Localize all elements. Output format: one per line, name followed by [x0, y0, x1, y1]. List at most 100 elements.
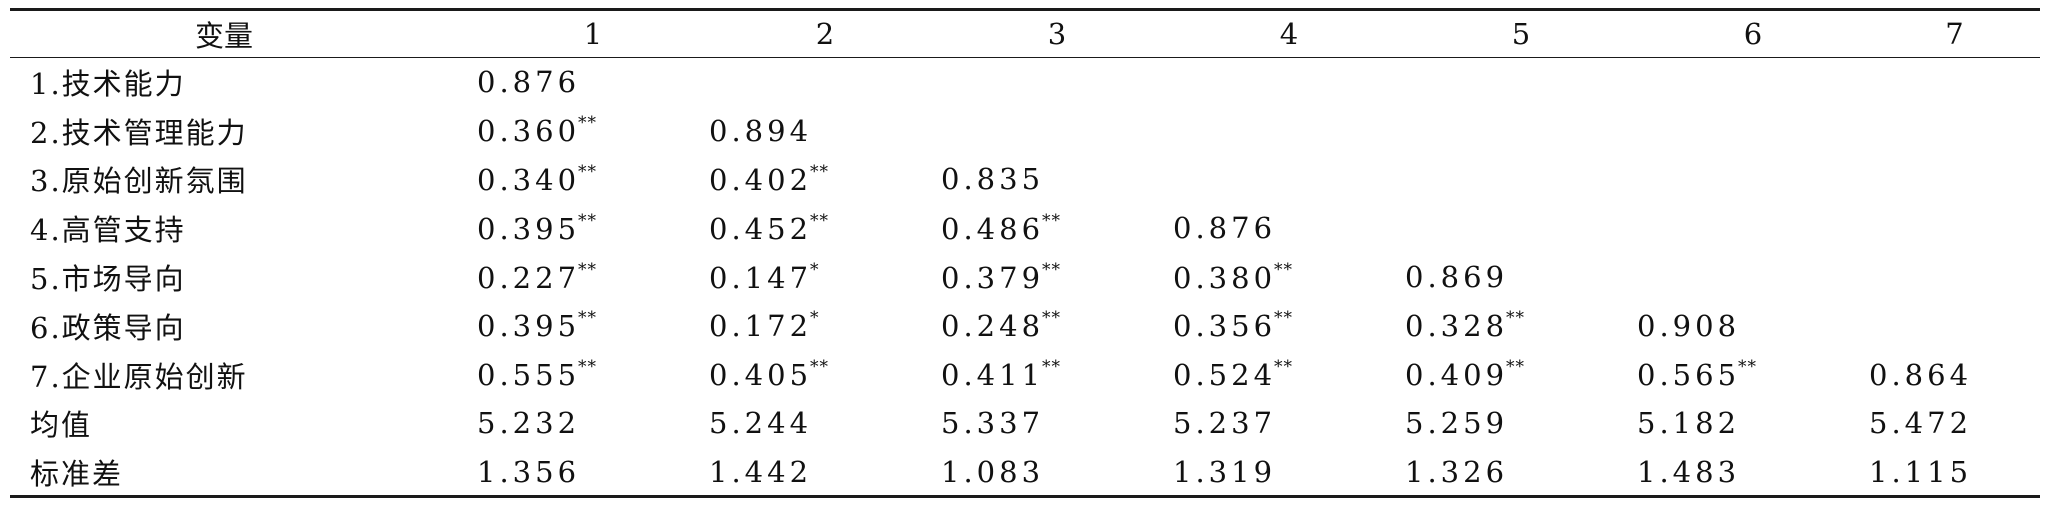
cell-value: 0.835: [941, 162, 1045, 197]
correlation-table: 变量 1 2 3 4 5 6 7 1.技术能力 0.876 2.技术管理能力 0.36…: [10, 8, 2040, 499]
header-col-3: 3: [941, 8, 1173, 58]
significance-marker: **: [1506, 308, 1526, 329]
table-cell: 0.248**: [941, 301, 1173, 350]
table-cell: 5.232: [477, 399, 709, 448]
significance-marker: **: [1274, 308, 1294, 329]
cell-value: 0.248: [941, 309, 1045, 344]
cell-value: 0.328: [1405, 309, 1509, 344]
table-cell: [1869, 253, 2040, 302]
table-cell: 0.379**: [941, 253, 1173, 302]
significance-marker: **: [1042, 357, 1062, 378]
table-cell: [1637, 58, 1869, 107]
table-cell: 0.328**: [1405, 301, 1637, 350]
header-col-4: 4: [1173, 8, 1405, 58]
table-row: 3.原始创新氛围 0.340** 0.402** 0.835: [10, 155, 2040, 204]
cell-value: 5.472: [1869, 406, 1973, 441]
table-cell: 0.864: [1869, 350, 2040, 399]
cell-value: 0.227: [477, 260, 581, 295]
table-cell: 0.409**: [1405, 350, 1637, 399]
cell-value: 1.115: [1869, 454, 1973, 489]
cell-value: 0.876: [1173, 211, 1277, 246]
significance-marker: **: [578, 308, 598, 329]
cell-value: 5.232: [477, 406, 581, 441]
table-cell: [1637, 204, 1869, 253]
cell-value: 0.876: [477, 65, 581, 100]
cell-value: 0.894: [709, 113, 813, 148]
significance-marker: **: [578, 357, 598, 378]
significance-marker: **: [810, 357, 830, 378]
cell-value: 0.524: [1173, 358, 1277, 393]
cell-value: 0.411: [941, 358, 1045, 393]
table-cell: 0.894: [709, 106, 941, 155]
table-cell: 1.483: [1637, 447, 1869, 499]
table-cell: 0.486**: [941, 204, 1173, 253]
table-cell: [941, 106, 1173, 155]
significance-marker: **: [1738, 357, 1758, 378]
table-cell: [1869, 301, 2040, 350]
table-cell: 1.442: [709, 447, 941, 499]
table-cell: 0.356**: [1173, 301, 1405, 350]
table-row: 1.技术能力 0.876: [10, 58, 2040, 107]
significance-marker: **: [810, 210, 830, 231]
header-col-2: 2: [709, 8, 941, 58]
table-cell: 0.411**: [941, 350, 1173, 399]
significance-marker: **: [1506, 357, 1526, 378]
table-cell: [1173, 58, 1405, 107]
table-cell: [1173, 155, 1405, 204]
cell-value: 0.452: [709, 211, 813, 246]
table-cell: [1869, 204, 2040, 253]
table-cell: 1.356: [477, 447, 709, 499]
row-label: 1.技术能力: [30, 67, 186, 102]
cell-value: 0.864: [1869, 357, 1973, 392]
cell-value: 5.237: [1173, 406, 1277, 441]
table-row: 均值 5.232 5.244 5.337 5.237 5.259 5.182 5.472: [10, 399, 2040, 448]
table-cell: 0.395**: [477, 204, 709, 253]
cell-value: 0.356: [1173, 309, 1277, 344]
significance-marker: **: [1274, 357, 1294, 378]
cell-value: 0.565: [1637, 358, 1741, 393]
table-body: 1.技术能力 0.876 2.技术管理能力 0.360** 0.894 3.原始创新氛围 0…: [10, 58, 2040, 499]
table-cell: [709, 58, 941, 107]
cell-value: 5.259: [1405, 406, 1509, 441]
cell-value: 0.395: [477, 309, 581, 344]
row-label: 4.高管支持: [30, 213, 186, 248]
table-cell: 0.835: [941, 155, 1173, 204]
cell-value: 0.172: [709, 309, 813, 344]
cell-value: 0.147: [709, 260, 813, 295]
cell-value: 1.083: [941, 454, 1045, 489]
cell-value: 0.402: [709, 162, 813, 197]
table-cell: 0.402**: [709, 155, 941, 204]
table-cell: [941, 58, 1173, 107]
table-cell: 0.360**: [477, 106, 709, 155]
table-cell: [1405, 58, 1637, 107]
cell-value: 1.319: [1173, 454, 1277, 489]
cell-value: 5.244: [709, 406, 813, 441]
cell-value: 0.409: [1405, 358, 1509, 393]
significance-marker: **: [1274, 259, 1294, 280]
table-cell: 0.172*: [709, 301, 941, 350]
header-col-5: 5: [1405, 8, 1637, 58]
significance-marker: **: [578, 113, 598, 134]
row-label: 5.市场导向: [30, 262, 186, 297]
cell-value: 0.379: [941, 260, 1045, 295]
table-header-row: 变量 1 2 3 4 5 6 7: [10, 8, 2040, 58]
table-cell: [1405, 155, 1637, 204]
table-cell: 0.876: [1173, 204, 1405, 253]
table-cell: 0.452**: [709, 204, 941, 253]
table-row: 标准差 1.356 1.442 1.083 1.319 1.326 1.483 1.115: [10, 447, 2040, 499]
table-cell: 0.147*: [709, 253, 941, 302]
significance-marker: *: [810, 308, 820, 329]
header-col-1: 1: [477, 8, 709, 58]
table-cell: 5.182: [1637, 399, 1869, 448]
table-cell: 5.337: [941, 399, 1173, 448]
row-label: 标准差: [10, 447, 477, 499]
cell-value: 0.340: [477, 162, 581, 197]
cell-value: 5.182: [1637, 406, 1741, 441]
table-cell: 5.237: [1173, 399, 1405, 448]
cell-value: 0.486: [941, 211, 1045, 246]
cell-value: 0.380: [1173, 260, 1277, 295]
table-cell: [1637, 253, 1869, 302]
cell-value: 1.326: [1405, 454, 1509, 489]
table-cell: 0.405**: [709, 350, 941, 399]
significance-marker: **: [1042, 210, 1062, 231]
